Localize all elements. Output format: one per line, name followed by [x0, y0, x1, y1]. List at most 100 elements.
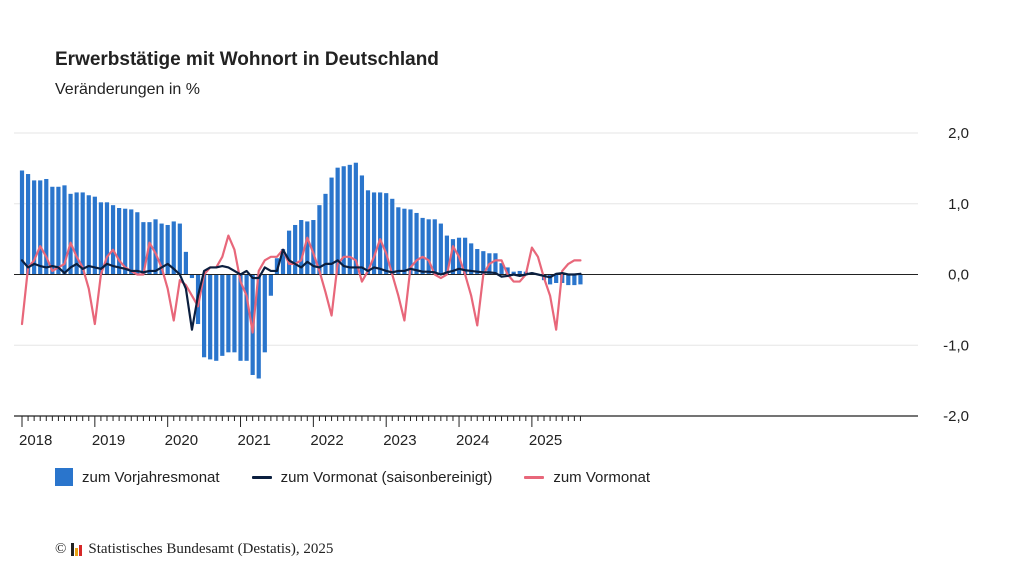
bar: [286, 230, 292, 275]
x-tick-label: 2023: [383, 432, 416, 449]
line-zum-vormonat-saisonbereinigt: [20, 248, 582, 331]
bar: [450, 239, 456, 275]
source-text: Statistisches Bundesamt (Destatis), 2025: [88, 541, 334, 557]
bar: [517, 270, 522, 275]
bar: [86, 195, 91, 275]
bar: [280, 249, 286, 275]
bar: [311, 220, 316, 275]
chart-title: Erwerbstätige mit Wohnort in Deutschland: [55, 49, 439, 70]
x-tick-label: 2018: [19, 432, 52, 449]
bar: [371, 192, 377, 275]
x-axis: 2018 2019 2020 2021 2022 2023 2024 2025: [14, 415, 918, 449]
chart-subtitle: Veränderungen in %: [55, 81, 200, 98]
bar: [56, 186, 61, 275]
bar: [378, 192, 383, 275]
x-tick-label: 2025: [529, 432, 562, 449]
bar: [578, 274, 583, 285]
bar: [469, 243, 474, 275]
bar: [414, 212, 419, 275]
bar: [299, 220, 304, 275]
bar: [171, 221, 176, 275]
bar: [220, 274, 225, 356]
bar: [353, 162, 358, 275]
x-tick-label: 2022: [310, 432, 343, 449]
bar: [402, 208, 407, 275]
bar: [566, 274, 571, 286]
bar: [25, 174, 31, 275]
bar: [293, 224, 298, 275]
bar: [444, 235, 449, 275]
bar: [214, 274, 219, 361]
bar: [481, 251, 486, 275]
destatis-logo-icon: [71, 543, 83, 556]
bar: [165, 224, 170, 275]
bar: [390, 198, 395, 275]
bar: [274, 258, 280, 275]
line-zum-vormonat: [20, 234, 582, 334]
bar: [426, 219, 431, 275]
y-tick-label: -2,0: [943, 408, 969, 425]
bar: [396, 207, 401, 275]
bar: [129, 209, 134, 275]
bar: [493, 253, 498, 275]
bar: [177, 223, 182, 275]
bar: [408, 209, 413, 275]
legend-label: zum Vormonat (saisonbereinigt): [280, 468, 493, 486]
y-tick-label: -1,0: [943, 337, 969, 354]
legend-swatch-line: [251, 475, 272, 479]
bar: [68, 193, 73, 275]
bar: [341, 166, 346, 275]
bar: [44, 178, 49, 275]
bar: [499, 263, 504, 275]
bar: [226, 274, 231, 353]
bar: [19, 170, 25, 275]
bar: [74, 192, 79, 275]
bar: [420, 217, 425, 275]
bar: [32, 180, 37, 275]
legend-label: zum Vormonat: [553, 468, 651, 486]
bar: [92, 196, 97, 275]
bar: [141, 222, 146, 275]
legend-item-vormonat[interactable]: zum Vormonat: [524, 469, 650, 486]
x-tick-label: 2019: [92, 432, 125, 449]
legend: zum Vorjahresmonat zum Vormonat (saisonb…: [55, 468, 682, 486]
bar: [153, 219, 158, 275]
bar-series-vorjahresmonat: [19, 162, 583, 379]
bar: [98, 202, 104, 275]
y-tick-label: 1,0: [948, 196, 969, 213]
bar: [238, 274, 243, 361]
legend-item-vormonat-saisonbereinigt[interactable]: zum Vormonat (saisonbereinigt): [251, 468, 493, 486]
bar: [189, 274, 195, 279]
legend-swatch-bar: [55, 468, 73, 486]
bar: [547, 274, 553, 285]
bar: [463, 237, 468, 275]
x-tick-label: 2024: [456, 432, 489, 449]
bar: [329, 177, 334, 275]
bar: [62, 185, 67, 275]
source-credit: © Statistisches Bundesamt (Destatis), 20…: [55, 541, 333, 558]
copyright-symbol: ©: [55, 541, 67, 557]
bar: [256, 274, 261, 379]
bar: [317, 205, 322, 275]
bar: [262, 274, 267, 353]
bar: [183, 251, 188, 275]
bar: [268, 274, 273, 296]
bar: [110, 205, 116, 275]
legend-item-vorjahresmonat[interactable]: zum Vorjahresmonat: [55, 468, 220, 486]
bar: [323, 193, 328, 275]
bar: [38, 180, 43, 275]
line-series: [20, 234, 582, 334]
bar: [572, 274, 577, 286]
bar: [117, 208, 122, 275]
bar: [80, 192, 85, 275]
bar: [208, 274, 213, 360]
bar: [554, 274, 559, 283]
bar: [511, 271, 516, 275]
bar: [202, 274, 207, 358]
bar: [505, 267, 510, 275]
bar: [104, 202, 110, 275]
legend-label: zum Vorjahresmonat: [82, 468, 220, 486]
bar: [335, 167, 340, 275]
bar: [123, 208, 128, 275]
